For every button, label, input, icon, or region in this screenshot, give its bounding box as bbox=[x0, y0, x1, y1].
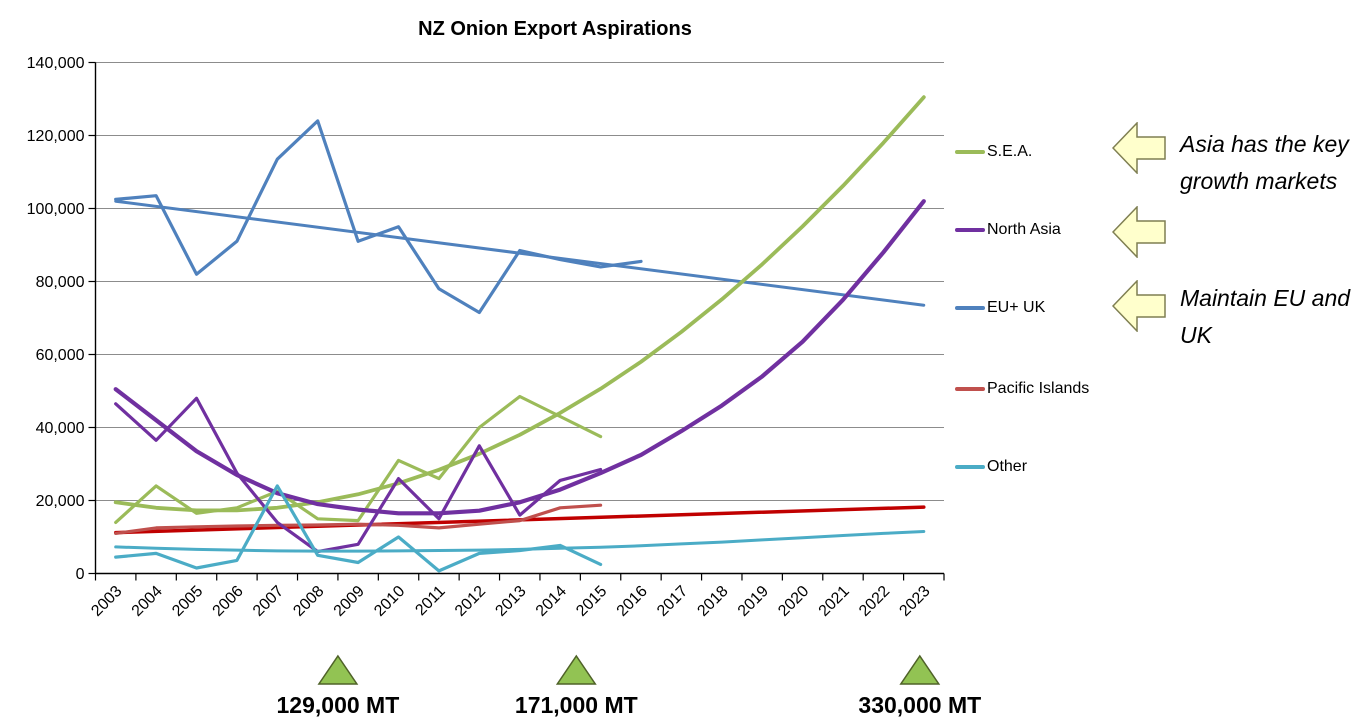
series-line-other-trend bbox=[114, 530, 926, 553]
series-line-other bbox=[114, 484, 603, 573]
x-axis-label: 2023 bbox=[896, 583, 933, 620]
y-axis-label: 0 bbox=[76, 566, 85, 583]
milestone-triangle-icon bbox=[555, 654, 597, 685]
legend-line-swatch bbox=[955, 465, 985, 469]
x-axis-label: 2014 bbox=[533, 583, 570, 620]
milestone-label: 129,000 MT bbox=[277, 692, 400, 718]
legend-line-swatch bbox=[955, 306, 985, 310]
left-arrow-shape bbox=[1112, 206, 1166, 258]
x-axis-label: 2005 bbox=[169, 583, 206, 620]
series-line-north-asia bbox=[114, 396, 603, 554]
milestone-label: 171,000 MT bbox=[515, 692, 638, 718]
series-line-north-asia-trend bbox=[113, 199, 926, 516]
x-axis-label: 2004 bbox=[129, 583, 166, 620]
legend-line-swatch bbox=[955, 228, 985, 232]
milestone-label: 330,000 MT bbox=[858, 692, 981, 718]
y-axis-label: 60,000 bbox=[36, 347, 85, 364]
left-arrow-icon bbox=[1112, 280, 1166, 332]
milestone-triangle-icon bbox=[899, 654, 941, 685]
x-axis-label: 2022 bbox=[856, 583, 893, 620]
legend-label: Pacific Islands bbox=[987, 380, 1090, 397]
series-line-eu-uk bbox=[114, 119, 643, 315]
x-axis-label: 2013 bbox=[492, 583, 529, 620]
left-arrow-icon bbox=[1112, 206, 1166, 258]
y-axis-label: 100,000 bbox=[27, 201, 85, 218]
x-axis-label: 2021 bbox=[816, 583, 853, 620]
y-axis-label: 80,000 bbox=[36, 274, 85, 291]
x-axis-label: 2007 bbox=[250, 583, 287, 620]
y-axis-label: 120,000 bbox=[27, 128, 85, 145]
legend-item-pacific-islands: Pacific Islands bbox=[955, 379, 1089, 399]
legend-item-other: Other bbox=[955, 457, 1027, 477]
left-arrow-shape bbox=[1112, 122, 1166, 174]
x-axis-label: 2016 bbox=[614, 583, 651, 620]
x-axis-label: 2011 bbox=[412, 583, 448, 619]
left-arrow-icon bbox=[1112, 122, 1166, 174]
milestone-triangle-icon bbox=[317, 654, 359, 685]
y-axis-label: 140,000 bbox=[27, 55, 85, 72]
chart-legend: S.E.A. North Asia EU+ UK Pacific Islands Oth… bbox=[955, 0, 1135, 520]
x-axis-label: 2018 bbox=[694, 583, 731, 620]
legend-label: North Asia bbox=[987, 221, 1061, 238]
legend-label: Other bbox=[987, 458, 1028, 475]
x-axis-label: 2019 bbox=[735, 583, 772, 620]
legend-item-eu-uk: EU+ UK bbox=[955, 298, 1045, 318]
y-axis-label: 40,000 bbox=[36, 420, 85, 437]
legend-item-s-e-a-: S.E.A. bbox=[955, 142, 1032, 162]
series-line-s-e-a- bbox=[114, 394, 603, 525]
chart-title: NZ Onion Export Aspirations bbox=[418, 18, 692, 40]
series-line-s-e-a-trend bbox=[113, 95, 926, 513]
x-axis-label: 2017 bbox=[654, 583, 691, 620]
legend-line-swatch bbox=[955, 387, 985, 391]
annotation-maintain-eu-uk: Maintain EU and UK bbox=[1180, 285, 1351, 348]
annotation-asia-growth: Asia has the key growth markets bbox=[1180, 131, 1349, 194]
legend-item-north-asia: North Asia bbox=[955, 220, 1061, 240]
legend-label: S.E.A. bbox=[987, 143, 1033, 160]
x-axis-label: 2009 bbox=[331, 583, 368, 620]
legend-line-swatch bbox=[955, 150, 985, 154]
x-axis-label: 2010 bbox=[371, 583, 408, 620]
x-axis-label: 2006 bbox=[210, 583, 247, 620]
x-axis-label: 2003 bbox=[88, 583, 125, 620]
series-line-pacific-islands bbox=[114, 503, 603, 536]
x-axis-label: 2008 bbox=[290, 583, 327, 620]
x-axis-label: 2015 bbox=[573, 583, 610, 620]
legend-label: EU+ UK bbox=[987, 299, 1046, 316]
x-axis-label: 2012 bbox=[452, 583, 489, 620]
left-arrow-shape bbox=[1112, 280, 1166, 332]
x-axis-label: 2020 bbox=[775, 583, 812, 620]
y-axis-label: 20,000 bbox=[36, 493, 85, 510]
